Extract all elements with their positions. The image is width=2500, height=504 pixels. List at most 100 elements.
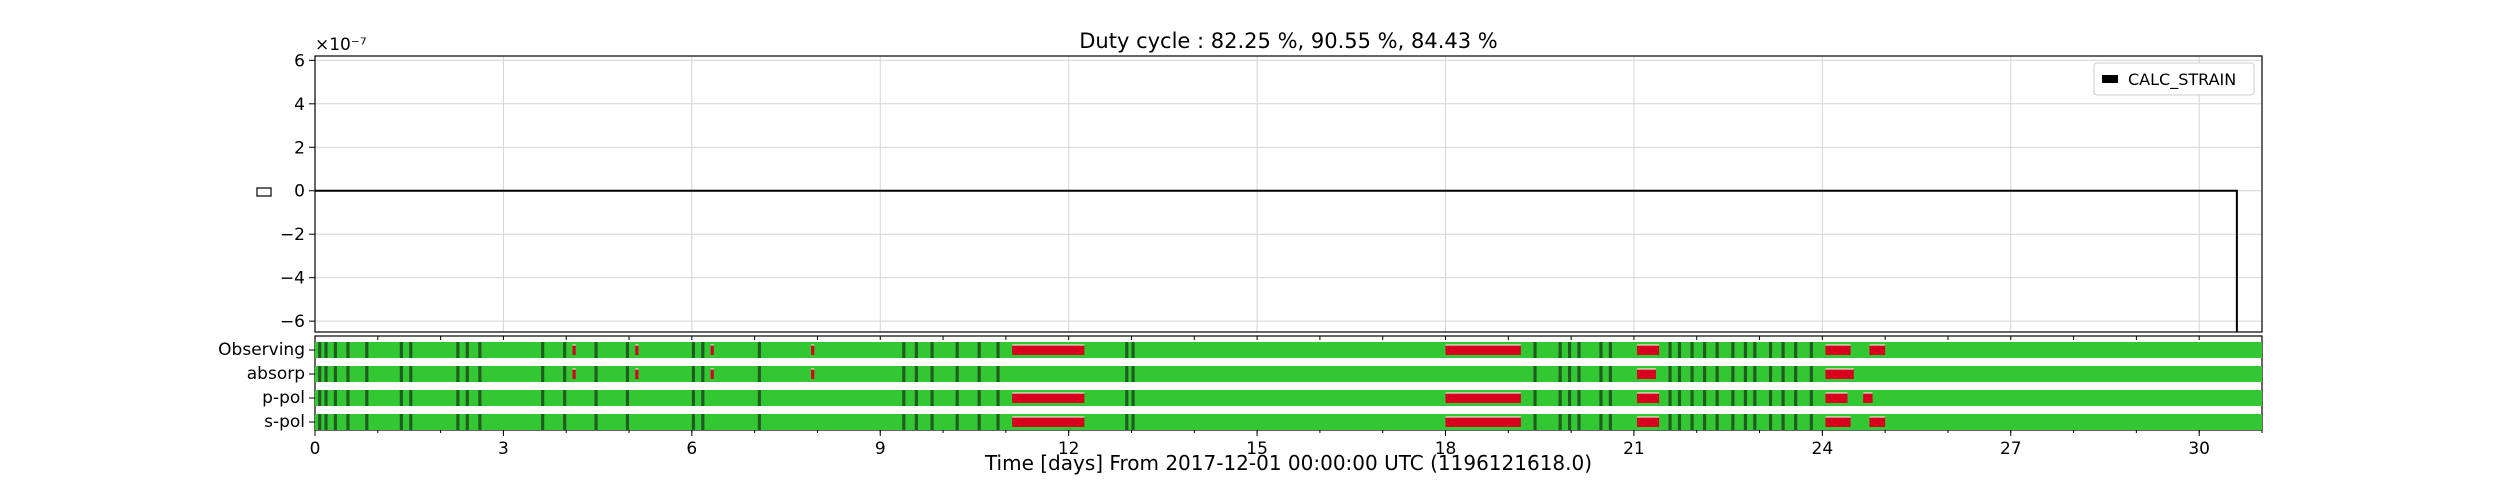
- x-tick-label: 24: [1812, 439, 1834, 459]
- segment-observed-mark: [902, 414, 906, 430]
- legend-box: [2093, 62, 2255, 96]
- segment-observed-mark: [691, 414, 695, 430]
- plot-area: [315, 56, 2262, 332]
- segment-observed-mark: [409, 342, 413, 358]
- segment-observed-mark: [930, 366, 934, 382]
- segment-observed-mark: [1668, 390, 1672, 406]
- segment-observed-mark: [1677, 390, 1682, 406]
- segment-observed-mark: [365, 366, 369, 382]
- x-tick-label: 6: [686, 439, 697, 459]
- segment-bad-mark: [1869, 417, 1886, 427]
- segment-row-label: s-pol: [264, 412, 305, 432]
- segment-bad-mark: [1825, 393, 1848, 403]
- segment-bad-mark: [572, 345, 576, 355]
- segment-observed-mark: [465, 390, 469, 406]
- segment-observed-mark: [346, 366, 350, 382]
- segment-observed-mark: [1781, 366, 1785, 382]
- segment-bad-mark: [1869, 345, 1886, 355]
- segment-observed-mark: [1781, 390, 1785, 406]
- segment-observed-mark: [1677, 366, 1682, 382]
- segment-bad-mark: [1825, 345, 1851, 355]
- segment-observed-mark: [478, 390, 482, 406]
- segment-observed-mark: [1703, 414, 1707, 430]
- segment-observed-mark: [1690, 342, 1694, 358]
- segment-observed-mark: [324, 390, 328, 406]
- segment-observed-mark: [701, 366, 705, 382]
- segment-observed-mark: [977, 390, 981, 406]
- segment-observed-mark: [465, 414, 469, 430]
- segment-observed-mark: [399, 342, 403, 358]
- segment-observed-mark: [1608, 414, 1612, 430]
- segment-observed-mark: [1781, 414, 1785, 430]
- segment-observed-mark: [902, 342, 906, 358]
- segment-observed-mark: [1668, 366, 1672, 382]
- segment-bad-mark: [1637, 417, 1660, 427]
- segment-observed-mark: [563, 390, 567, 406]
- segment-observed-mark: [1558, 390, 1562, 406]
- segment-observed-mark: [996, 390, 1000, 406]
- y-tick-label: 6: [294, 51, 305, 71]
- segment-observed-mark: [930, 414, 934, 430]
- segment-observed-mark: [1125, 414, 1129, 430]
- segment-bad-mark: [1637, 369, 1656, 379]
- segment-observed-mark: [478, 366, 482, 382]
- segment-observed-mark: [333, 366, 337, 382]
- segment-observed-mark: [324, 342, 328, 358]
- segment-observed-mark: [563, 366, 567, 382]
- segment-bad-mark: [1637, 345, 1660, 355]
- segment-observed-mark: [1599, 390, 1603, 406]
- y-tick-label: −4: [280, 269, 305, 289]
- segment-observed-mark: [1731, 390, 1735, 406]
- segment-observed-mark: [977, 414, 981, 430]
- segment-observed-mark: [1690, 390, 1694, 406]
- segment-observed-mark: [1809, 366, 1813, 382]
- segment-observed-mark: [409, 366, 413, 382]
- segment-observed-mark: [1567, 342, 1572, 358]
- segment-observed-mark: [902, 390, 906, 406]
- segment-observed-mark: [399, 414, 403, 430]
- segment-observed-mark: [757, 390, 761, 406]
- segment-observed-mark: [1753, 342, 1757, 358]
- y-tick-label: 4: [294, 95, 305, 115]
- segment-observed-mark: [1577, 390, 1581, 406]
- segment-observed-mark: [1567, 390, 1572, 406]
- segment-observed-mark: [346, 414, 350, 430]
- x-axis-label: Time [days] From 2017-12-01 00:00:00 UTC…: [984, 451, 1592, 475]
- segment-observed-mark: [1768, 342, 1773, 358]
- segment-observed-mark: [930, 390, 934, 406]
- ylabel-placeholder-glyph: [256, 187, 272, 197]
- segment-bad-mark: [1825, 417, 1851, 427]
- segment-observed-mark: [478, 342, 482, 358]
- segment-observed-mark: [365, 390, 369, 406]
- segment-observed-mark: [456, 366, 460, 382]
- segment-observed-mark: [1715, 390, 1719, 406]
- segment-observed-mark: [625, 390, 630, 406]
- segment-observed-mark: [318, 390, 322, 406]
- segment-row-label: p-pol: [262, 388, 305, 408]
- segment-observed-mark: [1703, 366, 1707, 382]
- segment-observed-mark: [757, 342, 761, 358]
- segment-observed-mark: [691, 366, 695, 382]
- segment-observed-mark: [1753, 366, 1757, 382]
- segment-row-base-absorp: [315, 366, 2262, 382]
- segment-bad-mark: [1825, 369, 1854, 379]
- segment-observed-mark: [1599, 342, 1603, 358]
- segment-observed-mark: [1567, 366, 1572, 382]
- segment-bad-mark: [710, 369, 714, 379]
- segment-observed-mark: [1703, 342, 1707, 358]
- y-tick-label: 0: [294, 182, 305, 202]
- segment-observed-mark: [465, 342, 469, 358]
- segment-observed-mark: [1677, 342, 1682, 358]
- segment-observed-mark: [1753, 390, 1757, 406]
- segment-observed-mark: [914, 342, 918, 358]
- segment-observed-mark: [1715, 414, 1719, 430]
- segment-observed-mark: [1743, 414, 1747, 430]
- y-tick-label: −6: [280, 312, 305, 332]
- segment-row-base-s-pol: [315, 414, 2262, 430]
- segment-observed-mark: [1731, 366, 1735, 382]
- segment-observed-mark: [1125, 366, 1129, 382]
- segment-row-label: absorp: [247, 364, 305, 384]
- segment-observed-mark: [757, 414, 761, 430]
- segment-observed-mark: [902, 366, 906, 382]
